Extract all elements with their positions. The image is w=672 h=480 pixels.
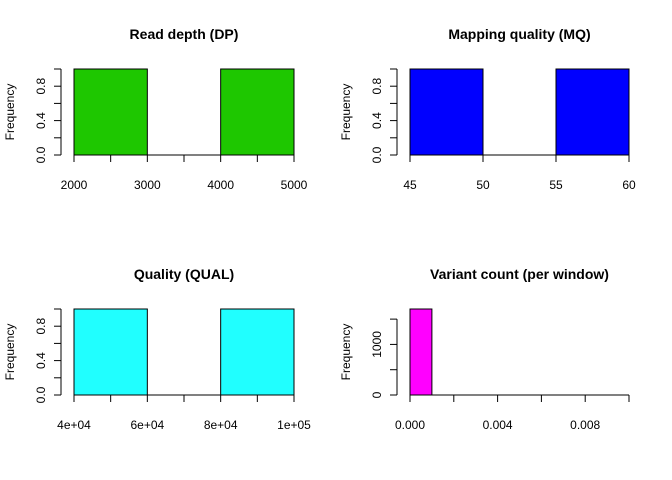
x-tick-label: 45: [403, 178, 417, 192]
y-tick-label: 0.0: [34, 386, 48, 403]
y-tick-label: 0.8: [34, 78, 48, 95]
x-tick-label: 4e+04: [57, 418, 91, 432]
chart-panel-1: Read depth (DP) Frequency 2000 3000 4000 5000…: [3, 26, 308, 192]
histogram-bar: [409, 308, 433, 396]
x-tick-label: 5000: [281, 178, 308, 192]
chart-title: Read depth (DP): [130, 26, 239, 42]
y-tick-label: 0.4: [370, 112, 384, 129]
x-tick-label: 1e+05: [277, 418, 311, 432]
chart-panel-2: Mapping quality (MQ) Frequency 45 50 55 60 0.0…: [339, 26, 636, 192]
y-tick-label: 0.0: [34, 146, 48, 163]
y-tick-label: 0.8: [34, 318, 48, 335]
y-tick-label: 0.4: [34, 112, 48, 129]
x-tick-label: 0.008: [570, 418, 600, 432]
chart-title: Variant count (per window): [430, 266, 609, 282]
y-axis-label: Frequency: [339, 324, 353, 381]
histogram-bar: [220, 68, 295, 156]
chart-panel-4: Variant count (per window) Frequency 0.000…: [339, 266, 630, 432]
x-tick-label: 50: [476, 178, 490, 192]
chart-panel-3: Quality (QUAL) Frequency 4e+04 6e+04 8e+04 1e…: [3, 266, 311, 432]
x-tick-label: 4000: [207, 178, 234, 192]
histogram-bar: [73, 68, 148, 156]
x-tick-label: 55: [549, 178, 563, 192]
chart-title: Quality (QUAL): [134, 266, 234, 282]
x-tick-label: 6e+04: [130, 418, 164, 432]
y-tick-label: 1000: [370, 331, 384, 358]
x-tick-label: 60: [622, 178, 636, 192]
histogram-bar: [409, 68, 484, 156]
x-tick-label: 2000: [61, 178, 88, 192]
y-tick-label: 0: [370, 391, 384, 398]
x-tick-label: 0.004: [483, 418, 513, 432]
chart-title: Mapping quality (MQ): [448, 26, 590, 42]
x-tick-label: 3000: [134, 178, 161, 192]
y-tick-label: 0.8: [370, 78, 384, 95]
histogram-bar: [220, 308, 295, 396]
y-tick-label: 0.0: [370, 146, 384, 163]
x-tick-label: 0.000: [395, 418, 425, 432]
histogram-bar: [73, 308, 148, 396]
x-tick-label: 8e+04: [204, 418, 238, 432]
histogram-bar: [555, 68, 630, 156]
y-axis-label: Frequency: [3, 324, 17, 381]
y-axis-label: Frequency: [339, 84, 353, 141]
y-axis-label: Frequency: [3, 84, 17, 141]
y-tick-label: 0.4: [34, 352, 48, 369]
